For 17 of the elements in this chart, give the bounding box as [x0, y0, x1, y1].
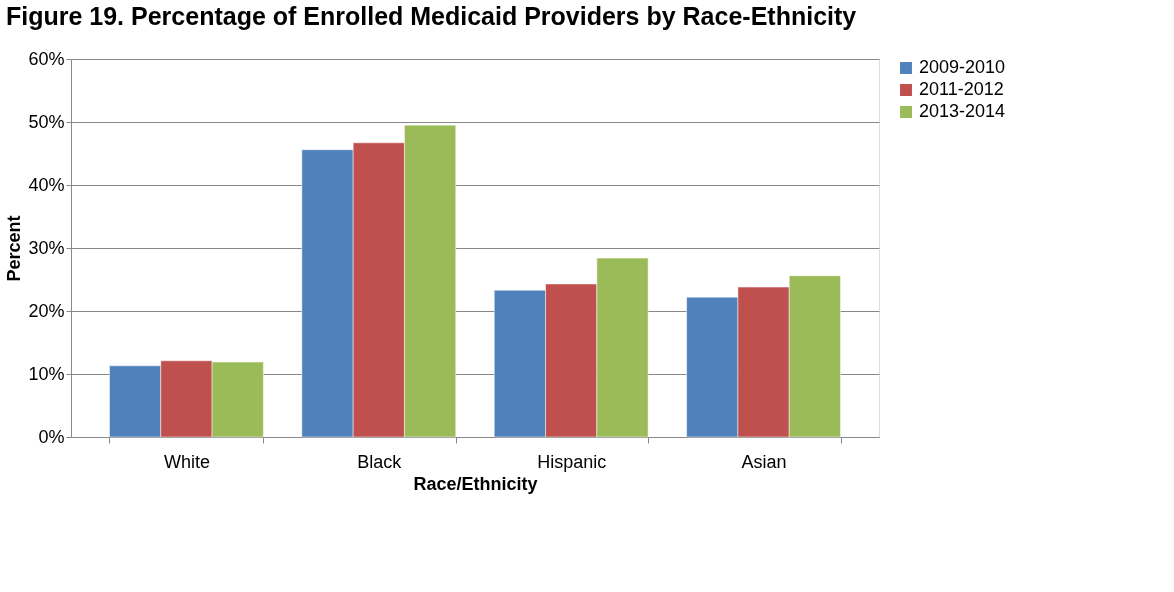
y-tick-label: 60% — [28, 48, 65, 69]
y-axis-title: Percent — [4, 215, 25, 282]
legend-label: 2009-2010 — [919, 57, 1006, 77]
x-axis-title: Race/Ethnicity — [413, 473, 538, 494]
chart-title: Figure 19. Percentage of Enrolled Medicaid Providers by Race-Ethnicity — [5, 2, 857, 30]
y-tick-label: 40% — [28, 174, 65, 195]
y-tick-label: 10% — [28, 363, 65, 384]
x-tick-label: White — [163, 451, 210, 472]
y-tick-label: 30% — [28, 237, 65, 258]
x-tick-label: Hispanic — [537, 451, 607, 472]
y-tick-label: 0% — [38, 426, 65, 447]
x-tick-label: Black — [357, 451, 403, 472]
legend-label: 2011-2012 — [919, 79, 1004, 99]
legend-label: 2013-2014 — [919, 101, 1006, 121]
y-tick-label: 50% — [28, 111, 65, 132]
x-tick-label: Asian — [741, 451, 787, 472]
y-tick-label: 20% — [28, 300, 65, 321]
